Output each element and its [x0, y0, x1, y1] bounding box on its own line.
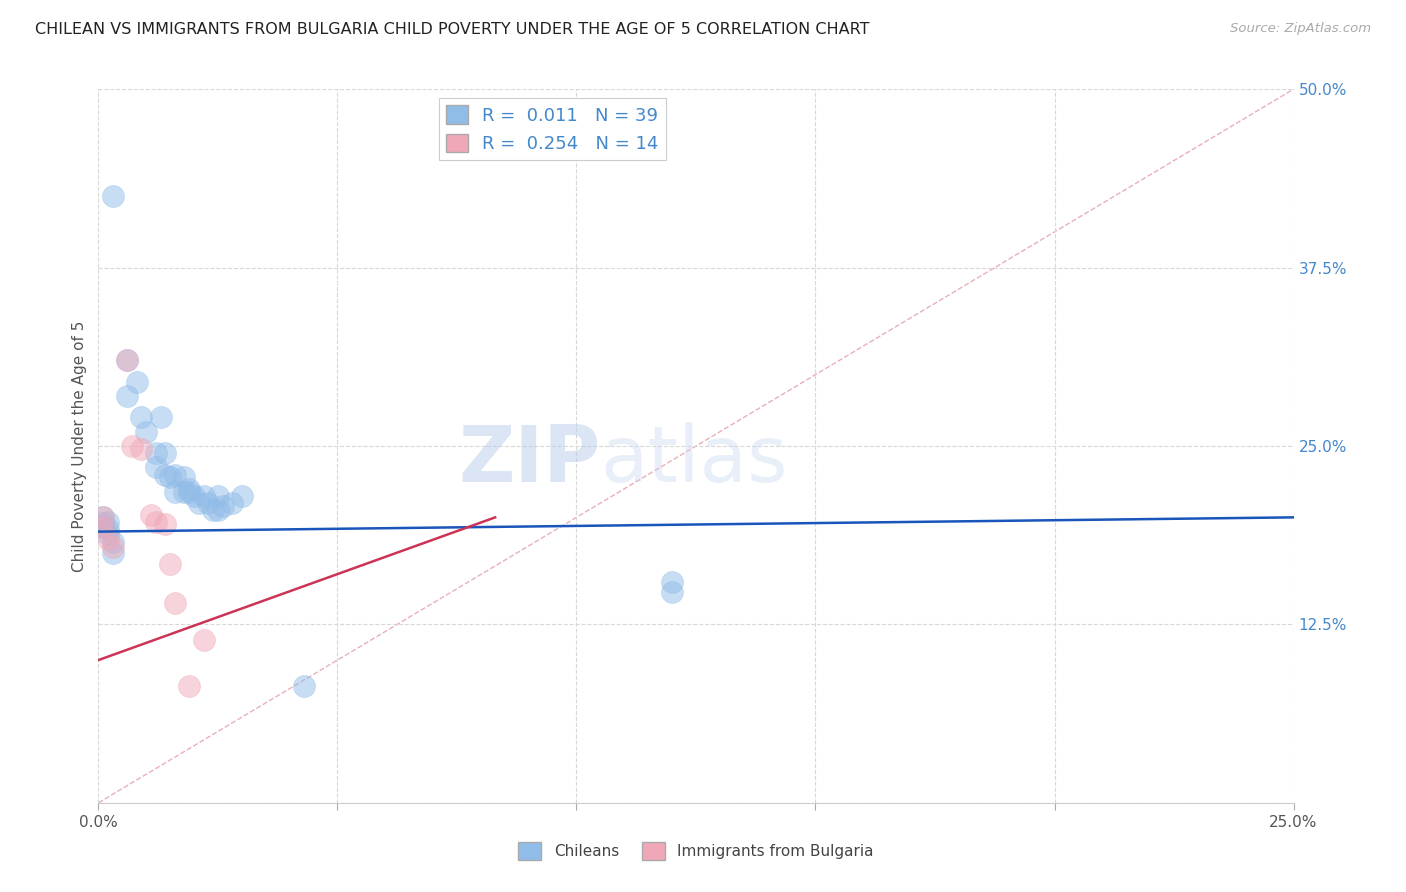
Point [97, 522, 120, 536]
Point [159, 470, 181, 484]
Point [139, 508, 162, 522]
Point [91, 520, 114, 534]
Point [145, 460, 167, 475]
Point [97, 515, 120, 529]
Point [173, 484, 195, 499]
Point [193, 633, 215, 648]
Point [173, 470, 195, 484]
Point [179, 482, 201, 496]
Point [163, 484, 186, 499]
Point [187, 496, 209, 510]
Point [121, 439, 143, 453]
Point [101, 534, 124, 549]
Point [183, 489, 205, 503]
Point [155, 467, 177, 482]
Point [131, 410, 153, 425]
Point [101, 541, 124, 555]
Point [91, 516, 114, 530]
Point [207, 489, 229, 503]
Text: Source: ZipAtlas.com: Source: ZipAtlas.com [1230, 22, 1371, 36]
Point [221, 496, 243, 510]
Text: ZIP: ZIP [458, 422, 600, 499]
Point [135, 425, 157, 439]
Point [211, 499, 233, 513]
Point [179, 679, 201, 693]
Point [115, 353, 138, 368]
Point [661, 574, 683, 589]
Point [155, 517, 177, 532]
Point [163, 596, 186, 610]
Y-axis label: Child Poverty Under the Age of 5: Child Poverty Under the Age of 5 [72, 320, 87, 572]
Point [159, 558, 181, 572]
Point [661, 584, 683, 599]
Point [163, 467, 186, 482]
Point [115, 353, 138, 368]
Point [91, 520, 114, 534]
Point [97, 527, 120, 541]
Point [207, 503, 229, 517]
Point [193, 489, 215, 503]
Point [131, 442, 153, 456]
Text: CHILEAN VS IMMIGRANTS FROM BULGARIA CHILD POVERTY UNDER THE AGE OF 5 CORRELATION: CHILEAN VS IMMIGRANTS FROM BULGARIA CHIL… [35, 22, 870, 37]
Point [197, 496, 219, 510]
Point [149, 410, 172, 425]
Point [155, 446, 177, 460]
Point [101, 546, 124, 560]
Point [231, 489, 253, 503]
Point [292, 679, 315, 693]
Point [101, 189, 124, 203]
Text: atlas: atlas [600, 422, 787, 499]
Point [145, 446, 167, 460]
Legend: Chileans, Immigrants from Bulgaria: Chileans, Immigrants from Bulgaria [512, 836, 880, 866]
Point [97, 532, 120, 546]
Point [145, 515, 167, 529]
Point [179, 484, 201, 499]
Point [202, 503, 225, 517]
Point [91, 510, 114, 524]
Point [125, 375, 148, 389]
Point [91, 510, 114, 524]
Point [115, 389, 138, 403]
